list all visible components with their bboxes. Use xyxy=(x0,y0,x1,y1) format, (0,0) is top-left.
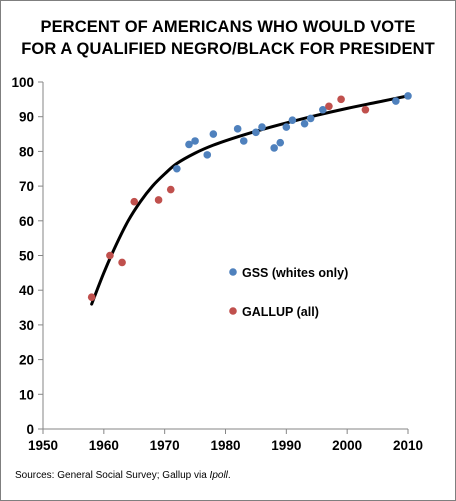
gallup-point xyxy=(87,293,96,301)
legend-label-gallup: GALLUP (all) xyxy=(242,305,319,319)
gallup-point xyxy=(337,95,345,104)
axes xyxy=(38,81,409,434)
y-tick-label: 50 xyxy=(19,249,34,264)
chart-title-line-1: PERCENT OF AMERICANS WHO WOULD VOTE xyxy=(40,18,416,36)
gss-point xyxy=(239,137,248,145)
x-tick-label: 1950 xyxy=(28,438,58,453)
x-tick-label: 1960 xyxy=(89,438,119,453)
gss-point xyxy=(306,114,315,123)
y-tick-label: 90 xyxy=(19,110,34,125)
tick-labels: 0 10 20 30 40 50 60 70 80 90 100 1950 1960 1970 1980 19… xyxy=(11,75,423,453)
gallup-point xyxy=(325,102,333,111)
gss-point xyxy=(209,130,218,138)
y-tick-label: 20 xyxy=(19,353,34,368)
gss-point xyxy=(288,116,297,124)
chart-title: PERCENT OF AMERICANS WHO WOULD VOTE FOR … xyxy=(0,16,456,60)
source-note: Sources: General Social Survey; Gallup v… xyxy=(15,470,231,481)
gss-point xyxy=(191,137,199,145)
x-tick-label: 2010 xyxy=(393,438,423,453)
gss-point xyxy=(276,138,285,147)
chart-title-line-2: FOR A QUALIFIED NEGRO/BLACK FOR PRESIDEN… xyxy=(21,40,435,58)
trendline-group xyxy=(90,94,410,306)
source-suffix: . xyxy=(227,470,231,481)
gallup-point xyxy=(130,197,139,206)
y-tick-label: 60 xyxy=(19,214,34,229)
y-tick-label: 10 xyxy=(19,387,34,402)
legend-marker-gss xyxy=(229,268,237,276)
y-tick-label: 40 xyxy=(19,283,34,298)
legend-label-gss: GSS (whites only) xyxy=(242,266,348,280)
gss-point xyxy=(270,144,278,152)
x-tick-label: 1990 xyxy=(271,438,301,453)
data-points xyxy=(87,92,412,301)
y-tick-label: 70 xyxy=(19,179,34,194)
trendline xyxy=(90,94,410,306)
gss-point xyxy=(233,125,242,133)
gallup-point xyxy=(361,105,370,114)
gss-point xyxy=(392,97,400,105)
source-prefix: Sources: General Social Survey; Gallup v… xyxy=(15,470,210,481)
gallup-point xyxy=(106,251,114,260)
y-tick-label: 30 xyxy=(19,318,34,333)
x-tick-label: 1980 xyxy=(210,438,240,453)
y-tick-label: 80 xyxy=(19,144,34,159)
source-italic: Ipoll xyxy=(209,470,228,481)
y-tick-label: 100 xyxy=(11,75,34,90)
gss-point xyxy=(185,140,193,149)
gallup-point xyxy=(166,185,175,194)
x-tick-label: 1970 xyxy=(150,438,180,453)
y-tick-label: 0 xyxy=(26,422,34,437)
gss-point xyxy=(282,123,291,131)
gallup-point xyxy=(118,258,126,267)
gss-point xyxy=(252,128,260,137)
gss-point xyxy=(258,123,266,131)
gss-point xyxy=(203,151,212,159)
gss-point xyxy=(173,164,181,173)
legend: GSS (whites only) GALLUP (all) xyxy=(229,266,348,319)
gallup-point xyxy=(154,196,163,204)
gss-point xyxy=(300,119,309,128)
legend-marker-gallup xyxy=(229,307,237,315)
x-tick-label: 2000 xyxy=(332,438,362,453)
gss-point xyxy=(319,105,327,114)
gss-point xyxy=(404,92,412,100)
